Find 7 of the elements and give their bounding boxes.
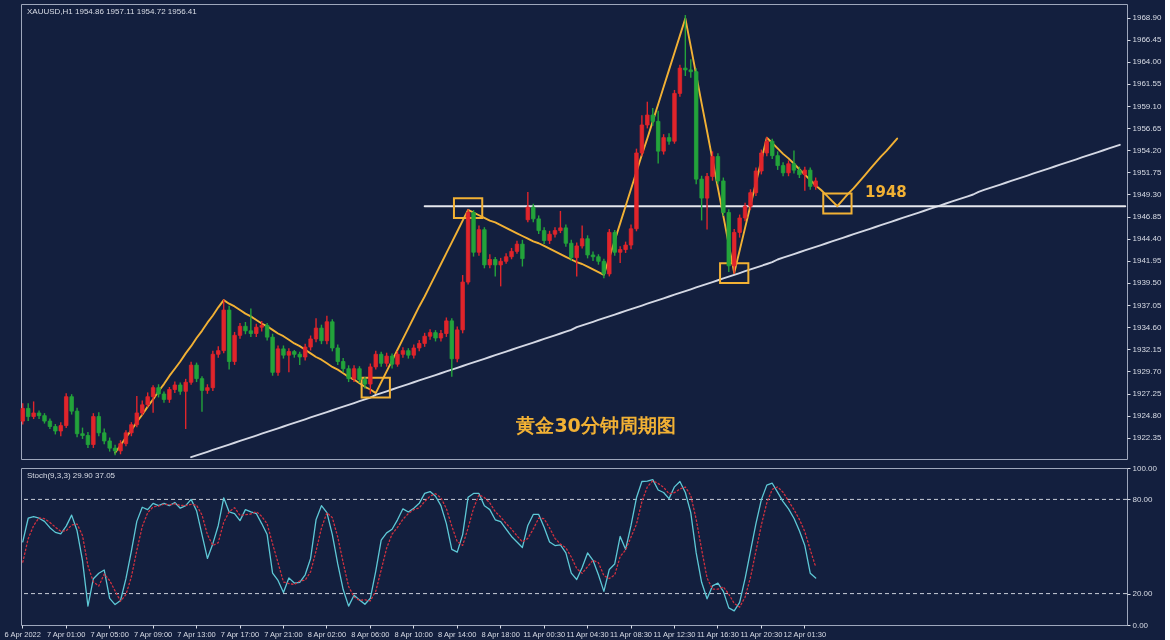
y-tick-label: 100.00 xyxy=(1132,463,1158,473)
y-tick-label: 1922.35 xyxy=(1132,433,1162,443)
y-tick-label: 0.00 xyxy=(1132,620,1149,630)
y-tick-label: 80.00 xyxy=(1132,494,1154,504)
y-tick-label: 20.00 xyxy=(1132,589,1154,599)
chart-title: Stoch(9,3,3) 29.90 37.05 xyxy=(27,471,116,480)
candlestick xyxy=(20,403,25,425)
